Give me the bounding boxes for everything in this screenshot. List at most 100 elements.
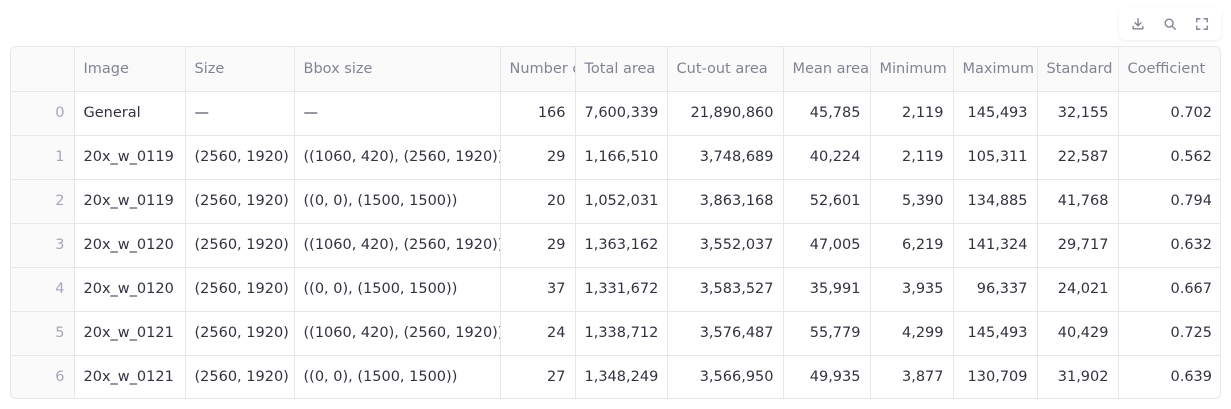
column-header-cut-out-area[interactable]: Cut-out area <box>667 47 784 92</box>
cell-standard[interactable]: 32,155 <box>1037 91 1119 136</box>
fullscreen-button[interactable] <box>1187 9 1217 39</box>
cell-bbox-size[interactable]: ((0, 0), (1500, 1500)) <box>294 267 501 312</box>
download-button[interactable] <box>1123 9 1153 39</box>
cell-cut-out-area[interactable]: 21,890,860 <box>667 91 784 136</box>
cell-cut-out-area[interactable]: 3,552,037 <box>667 223 784 268</box>
table-row[interactable]: 4 20x_w_0120 (2560, 1920) ((0, 0), (1500, 1… <box>11 267 1220 312</box>
cell-number-of-cells[interactable]: 166 <box>500 91 576 136</box>
table-row[interactable]: 5 20x_w_0121 (2560, 1920) ((1060, 420), (25… <box>11 311 1220 356</box>
cell-cut-out-area[interactable]: 3,748,689 <box>667 135 784 180</box>
cell-minimum[interactable]: 3,877 <box>870 355 954 398</box>
cell-number-of-cells[interactable]: 27 <box>500 355 576 398</box>
table-row[interactable]: 2 20x_w_0119 (2560, 1920) ((0, 0), (1500, 1… <box>11 179 1220 224</box>
cell-total-area[interactable]: 1,166,510 <box>575 135 668 180</box>
cell-standard[interactable]: 40,429 <box>1037 311 1119 356</box>
cell-maximum[interactable]: 96,337 <box>953 267 1038 312</box>
cell-standard[interactable]: 22,587 <box>1037 135 1119 180</box>
cell-mean-area[interactable]: 52,601 <box>783 179 871 224</box>
cell-minimum[interactable]: 4,299 <box>870 311 954 356</box>
cell-image[interactable]: 20x_w_0120 <box>74 223 186 268</box>
cell-standard[interactable]: 31,902 <box>1037 355 1119 398</box>
cell-coefficient[interactable]: 0.794 <box>1118 179 1220 224</box>
cell-image[interactable]: 20x_w_0120 <box>74 267 186 312</box>
table-row[interactable]: 3 20x_w_0120 (2560, 1920) ((1060, 420), (25… <box>11 223 1220 268</box>
cell-image[interactable]: 20x_w_0119 <box>74 135 186 180</box>
cell-number-of-cells[interactable]: 24 <box>500 311 576 356</box>
cell-minimum[interactable]: 2,119 <box>870 135 954 180</box>
column-header-maximum[interactable]: Maximum <box>953 47 1038 92</box>
cell-number-of-cells[interactable]: 37 <box>500 267 576 312</box>
cell-size[interactable]: — <box>185 91 295 136</box>
cell-maximum[interactable]: 105,311 <box>953 135 1038 180</box>
cell-number-of-cells[interactable]: 29 <box>500 135 576 180</box>
cell-bbox-size[interactable]: ((0, 0), (1500, 1500)) <box>294 355 501 398</box>
cell-number-of-cells[interactable]: 20 <box>500 179 576 224</box>
cell-coefficient[interactable]: 0.562 <box>1118 135 1220 180</box>
table-row[interactable]: 0 General — —166 7,600,339 21,890,860 45,785 2,… <box>11 91 1220 136</box>
cell-image[interactable]: 20x_w_0121 <box>74 355 186 398</box>
cell-cut-out-area[interactable]: 3,583,527 <box>667 267 784 312</box>
column-header-total-area[interactable]: Total area <box>575 47 668 92</box>
cell-standard[interactable]: 29,717 <box>1037 223 1119 268</box>
cell-image[interactable]: General <box>74 91 186 136</box>
column-header-standard[interactable]: Standard <box>1037 47 1119 92</box>
column-header-minimum[interactable]: Minimum <box>870 47 954 92</box>
column-header-number-of-cells[interactable]: Number of cells <box>500 47 576 92</box>
column-header-coefficient[interactable]: Coefficient <box>1118 47 1220 92</box>
cell-maximum[interactable]: 130,709 <box>953 355 1038 398</box>
cell-coefficient[interactable]: 0.725 <box>1118 311 1220 356</box>
column-header-bbox-size[interactable]: Bbox size <box>294 47 501 92</box>
column-header-mean-area[interactable]: Mean area <box>783 47 871 92</box>
column-header-image[interactable]: Image <box>74 47 186 92</box>
cell-total-area[interactable]: 1,338,712 <box>575 311 668 356</box>
cell-mean-area[interactable]: 35,991 <box>783 267 871 312</box>
cell-total-area[interactable]: 1,331,672 <box>575 267 668 312</box>
cell-cut-out-area[interactable]: 3,566,950 <box>667 355 784 398</box>
cell-bbox-size[interactable]: ((1060, 420), (2560, 1920)) <box>294 311 501 356</box>
cell-bbox-size[interactable]: ((1060, 420), (2560, 1920)) <box>294 135 501 180</box>
cell-coefficient[interactable]: 0.702 <box>1118 91 1220 136</box>
cell-mean-area[interactable]: 40,224 <box>783 135 871 180</box>
cell-cut-out-area[interactable]: 3,576,487 <box>667 311 784 356</box>
cell-coefficient[interactable]: 0.632 <box>1118 223 1220 268</box>
cell-minimum[interactable]: 6,219 <box>870 223 954 268</box>
table-row[interactable]: 1 20x_w_0119 (2560, 1920) ((1060, 420), (25… <box>11 135 1220 180</box>
cell-coefficient[interactable]: 0.639 <box>1170 369 1212 386</box>
cell-size[interactable]: (2560, 1920) <box>185 311 295 356</box>
cell-image[interactable]: 20x_w_0121 <box>74 311 186 356</box>
cell-maximum[interactable]: 145,493 <box>953 91 1038 136</box>
cell-size[interactable]: (2560, 1920) <box>185 355 295 398</box>
row-index: 0 <box>11 91 75 136</box>
cell-number-of-cells[interactable]: 29 <box>500 223 576 268</box>
cell-bbox-size[interactable]: — <box>294 91 501 136</box>
cell-mean-area[interactable]: 47,005 <box>783 223 871 268</box>
cell-maximum[interactable]: 134,885 <box>953 179 1038 224</box>
cell-total-area[interactable]: 1,363,162 <box>575 223 668 268</box>
cell-mean-area[interactable]: 55,779 <box>783 311 871 356</box>
column-header-size[interactable]: Size <box>185 47 295 92</box>
cell-maximum[interactable]: 145,493 <box>953 311 1038 356</box>
data-grid[interactable]: Image Size Bbox size Number of cells Tot… <box>10 46 1221 399</box>
cell-standard[interactable]: 24,021 <box>1037 267 1119 312</box>
cell-mean-area[interactable]: 49,935 <box>783 355 871 398</box>
cell-coefficient[interactable]: 0.667 <box>1118 267 1220 312</box>
cell-size[interactable]: (2560, 1920) <box>185 223 295 268</box>
cell-minimum[interactable]: 5,390 <box>870 179 954 224</box>
cell-maximum[interactable]: 141,324 <box>953 223 1038 268</box>
cell-minimum[interactable]: 3,935 <box>870 267 954 312</box>
cell-mean-area[interactable]: 45,785 <box>783 91 871 136</box>
search-button[interactable] <box>1155 9 1185 39</box>
table-row[interactable]: 6 20x_w_0121 (2560, 1920) ((0, 0), (1500, 1… <box>11 355 1220 398</box>
cell-total-area[interactable]: 7,600,339 <box>575 91 668 136</box>
cell-size[interactable]: (2560, 1920) <box>185 267 295 312</box>
cell-size[interactable]: (2560, 1920) <box>185 135 295 180</box>
cell-bbox-size[interactable]: ((1060, 420), (2560, 1920)) <box>294 223 501 268</box>
cell-minimum[interactable]: 2,119 <box>870 91 954 136</box>
cell-bbox-size[interactable]: ((0, 0), (1500, 1500)) <box>294 179 501 224</box>
cell-image[interactable]: 20x_w_0119 <box>74 179 186 224</box>
cell-cut-out-area[interactable]: 3,863,168 <box>667 179 784 224</box>
cell-total-area[interactable]: 1,348,249 <box>575 355 668 398</box>
cell-standard[interactable]: 41,768 <box>1037 179 1119 224</box>
cell-total-area[interactable]: 1,052,031 <box>575 179 668 224</box>
cell-size[interactable]: (2560, 1920) <box>185 179 295 224</box>
